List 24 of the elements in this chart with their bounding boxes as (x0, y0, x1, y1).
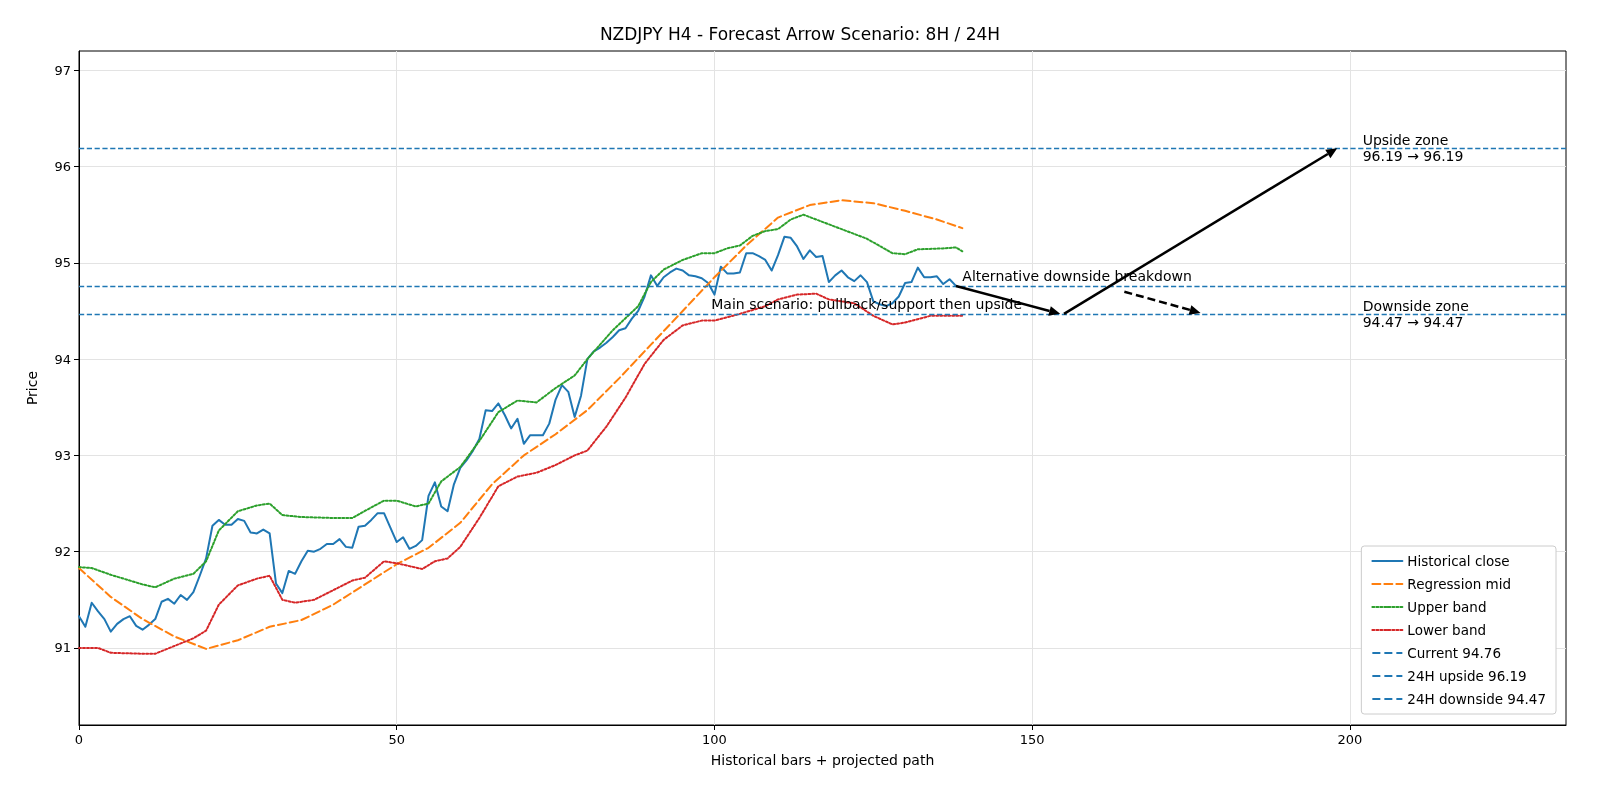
y-tick-label: 94 (54, 351, 71, 367)
y-tick-label: 95 (54, 255, 71, 271)
x-tick-label: 150 (1019, 732, 1045, 747)
x-tick-label: 100 (702, 732, 727, 747)
x-axis-title: Historical bars + projected path (710, 752, 935, 768)
y-tick-label: 96 (54, 159, 71, 175)
legend-label: Upper band (1407, 599, 1487, 615)
legend-label: Regression mid (1407, 576, 1511, 592)
x-tick-label: 200 (1337, 732, 1363, 747)
annotation: Downside zone 94.47 → 94.47 (1362, 297, 1469, 330)
legend-label: 24H downside 94.47 (1407, 691, 1547, 707)
legend-label: Historical close (1407, 553, 1510, 569)
chart-title: NZDJPY H4 - Forecast Arrow Scenario: 8H / 24H (599, 23, 1001, 44)
x-tick-label: 0 (74, 732, 84, 747)
y-tick-label: 97 (54, 62, 71, 78)
legend-label: 24H upside 96.19 (1407, 668, 1527, 684)
y-tick-label: 92 (54, 544, 71, 560)
y-axis-title: Price (24, 370, 40, 406)
y-tick-label: 91 (54, 640, 71, 656)
y-tick-label: 93 (54, 447, 71, 463)
legend-label: Lower band (1407, 622, 1487, 638)
annotation: Upside zone 96.19 → 96.19 (1362, 132, 1464, 165)
legend-label: Current 94.76 (1407, 645, 1502, 661)
x-tick-label: 50 (388, 732, 406, 747)
